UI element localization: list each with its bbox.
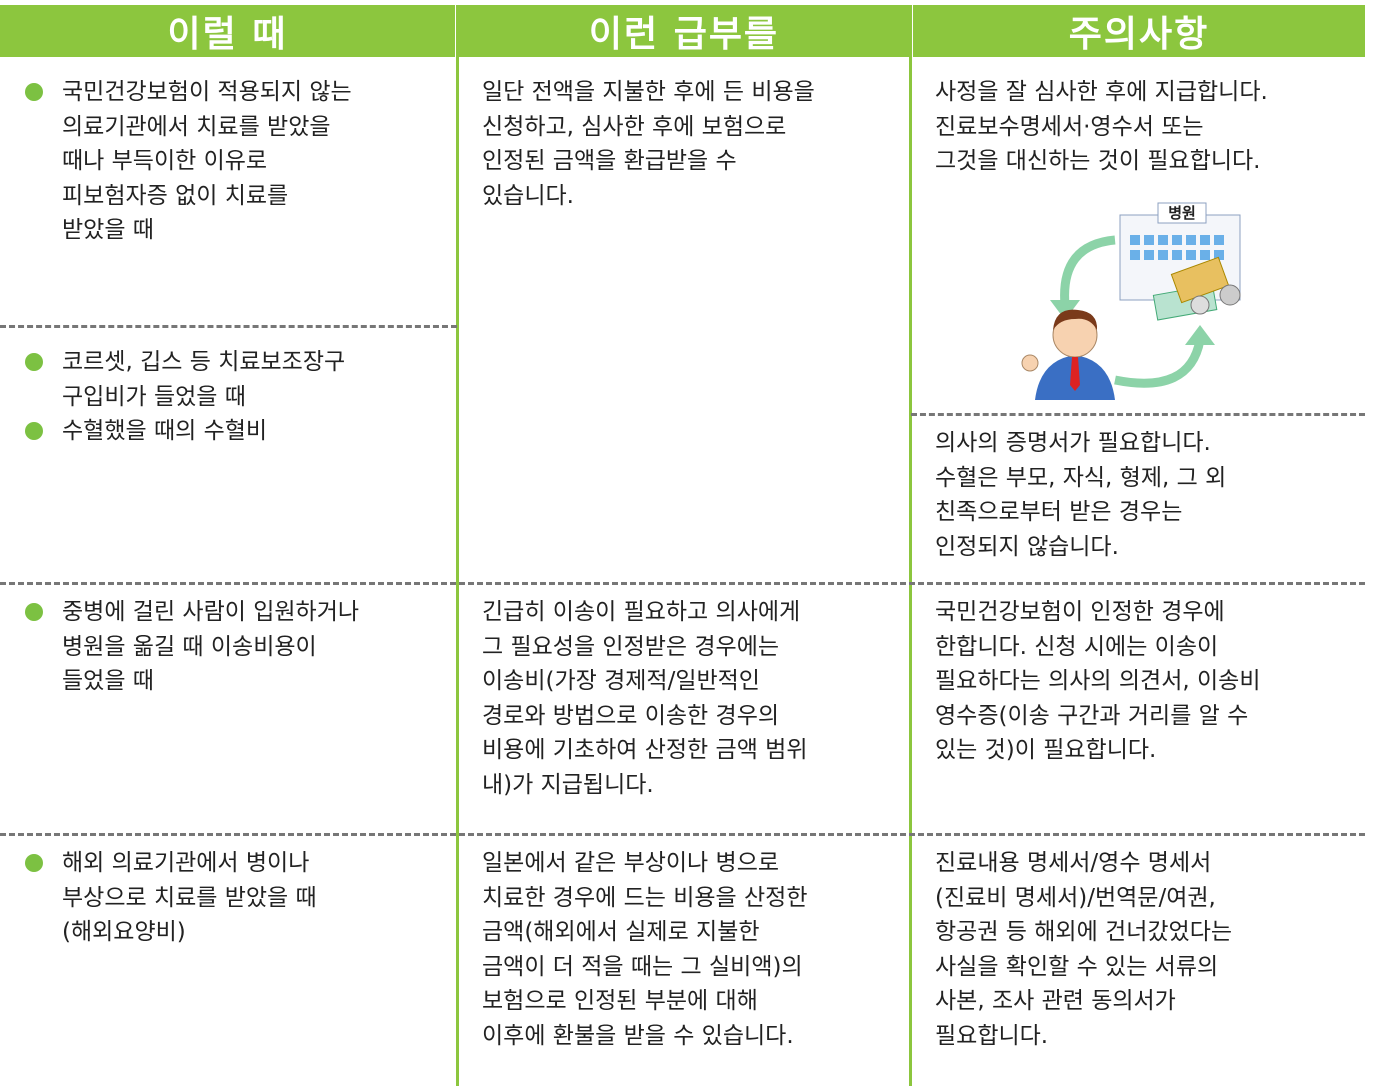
column-header: 이럴 때 (0, 5, 455, 57)
situation-text: (해외요양비) (62, 919, 186, 946)
note-text: 사실을 확인할 수 있는 서류의 (935, 953, 1219, 980)
row-divider (0, 582, 1365, 585)
hospital-sign (1157, 202, 1207, 224)
arrow (1060, 235, 1116, 306)
note-text: 필요합니다. (935, 1023, 1049, 1049)
situation-text: 부상으로 치료를 받았을 때 (62, 884, 317, 911)
situation-text: 피보험자증 없이 치료를 (62, 182, 289, 209)
situation-text: 코르셋, 깁스 등 치료보조장구 (62, 349, 346, 375)
column-header: 이런 급부를 (459, 5, 909, 57)
note-text: 수혈은 부모, 자식, 형제, 그 외 (935, 464, 1227, 491)
note-text: 사정을 잘 심사한 후에 지급합니다. (935, 79, 1268, 105)
row-divider (0, 833, 1365, 836)
arrow-head (1050, 300, 1080, 320)
note-text: 의사의 증명서가 필요합니다. (935, 430, 1211, 456)
note-text: 진료내용 명세서/영수 명세서 (935, 850, 1212, 876)
bullet (25, 854, 43, 872)
benefit-text: 내)가 지급됩니다. (482, 772, 654, 798)
note-text: 사본, 조사 관련 동의서가 (935, 988, 1176, 1015)
benefit-text: 비용에 기초하여 산정한 금액 범위 (482, 737, 808, 764)
benefit-text: 이후에 환불을 받을 수 있습니다. (482, 1023, 794, 1049)
windows (1130, 235, 1224, 260)
note-text: 한합니다. 신청 시에는 이송이 (935, 633, 1219, 660)
column-header: 주의사항 (913, 5, 1365, 57)
bullet (25, 422, 43, 441)
benefit-text: 경로와 방법으로 이송한 경우의 (482, 702, 780, 729)
situation-text: 국민건강보험이 적용되지 않는 (62, 79, 352, 105)
situation-text: 들었을 때 (62, 668, 154, 695)
benefit-text: 일단 전액을 지불한 후에 든 비용을 (482, 79, 815, 105)
situation-text: 의료기관에서 치료를 받았을 (62, 113, 331, 140)
note-text: 그것을 대신하는 것이 필요합니다. (935, 148, 1261, 175)
benefit-text: 이송비(가장 경제적/일반적인 (482, 668, 760, 695)
note-text: 항공권 등 해외에 건너갔었다는 (935, 919, 1233, 946)
situation-text: 해외 의료기관에서 병이나 (62, 850, 310, 876)
situation-text: 병원을 옮길 때 이송비용이 (62, 633, 317, 660)
section-divider (911, 413, 1365, 416)
illustration: 병원 (1021, 202, 1241, 400)
note-text: (진료비 명세서)/번역문/여권, (935, 884, 1216, 911)
bullet (25, 83, 43, 101)
arrow (1114, 339, 1205, 388)
situation-text: 받았을 때 (62, 217, 154, 244)
situation-text: 때나 부득이한 이유로 (62, 148, 268, 175)
note-text: 있는 것)이 필요합니다. (935, 737, 1157, 764)
hospital-label: 병원 (1168, 204, 1196, 222)
bullet (25, 603, 43, 621)
benefit-text: 일본에서 같은 부상이나 병으로 (482, 850, 780, 876)
situation-text: 중병에 걸린 사람이 입원하거나 (62, 599, 360, 625)
benefit-text: 신청하고, 심사한 후에 보험으로 (482, 113, 787, 140)
note-text: 필요하다는 의사의 의견서, 이송비 (935, 668, 1261, 695)
money (1152, 256, 1241, 321)
situation-text: 수혈했을 때의 수혈비 (62, 418, 268, 445)
column-divider (909, 5, 912, 1086)
person (1021, 309, 1115, 400)
benefit-text: 긴급히 이송이 필요하고 의사에게 (482, 599, 801, 625)
note-text: 국민건강보험이 인정한 경우에 (935, 599, 1225, 625)
note-text: 영수증(이송 구간과 거리를 알 수 (935, 702, 1249, 729)
note-text: 인정되지 않습니다. (935, 533, 1119, 560)
bullet (25, 353, 43, 371)
benefit-text: 치료한 경우에 드는 비용을 산정한 (482, 884, 808, 911)
column-divider (456, 5, 459, 1086)
section-divider (0, 325, 457, 328)
benefit-text: 있습니다. (482, 182, 574, 209)
note-text: 친족으로부터 받은 경우는 (935, 499, 1183, 526)
benefit-text: 금액이 더 적을 때는 그 실비액)의 (482, 953, 803, 980)
arrow-head (1185, 325, 1215, 345)
benefit-text: 그 필요성을 인정받은 경우에는 (482, 633, 780, 660)
note-text: 진료보수명세서·영수서 또는 (935, 113, 1204, 140)
situation-text: 구입비가 들었을 때 (62, 383, 246, 410)
benefit-text: 보험으로 인정된 부분에 대해 (482, 988, 758, 1015)
benefit-text: 인정된 금액을 환급받을 수 (482, 148, 737, 175)
benefit-text: 금액(해외에서 실제로 지불한 (482, 919, 760, 946)
